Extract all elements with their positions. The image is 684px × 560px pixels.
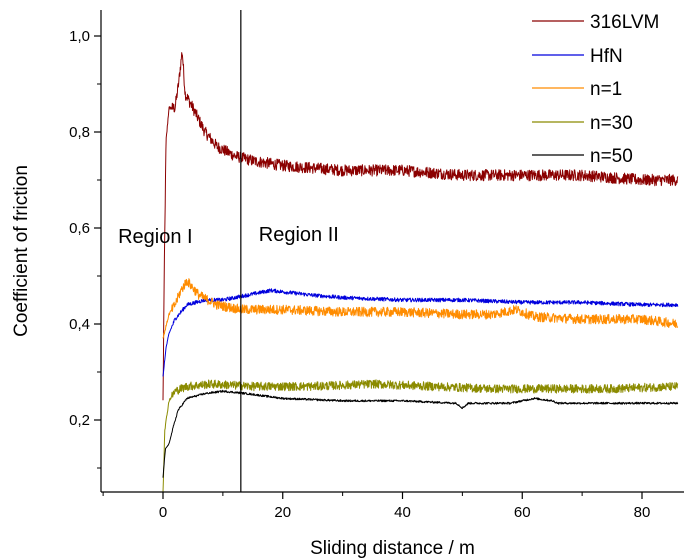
series-line-3 (162, 379, 679, 492)
legend-label: n=50 (590, 146, 633, 167)
region-2-label: Region II (259, 224, 339, 246)
x-tick-label: 40 (394, 504, 411, 521)
series-line-4 (162, 389, 679, 478)
series-layer (162, 52, 679, 492)
x-tick-label: 20 (274, 504, 291, 521)
x-tick-label: 80 (634, 504, 651, 521)
axes-layer (100, 10, 684, 493)
x-tick-label: 0 (159, 504, 167, 521)
series-line-1 (162, 288, 679, 377)
y-tick-label: 0,4 (69, 316, 90, 333)
x-axis-title: Sliding distance / m (310, 538, 475, 559)
ticks-layer: 0 20 40 60 80 0,2 0,4 0,6 0,8 1,0 (69, 28, 650, 521)
legend-label: n=30 (590, 113, 633, 134)
region-1-label: Region I (118, 226, 193, 248)
y-tick-label: 0,2 (69, 412, 90, 429)
y-axis-title: Coefficient of friction (11, 165, 32, 337)
legend-label: n=1 (590, 79, 622, 100)
y-tick-label: 0,6 (69, 220, 90, 237)
legend-label: 316LVM (590, 12, 659, 33)
y-tick-label: 1,0 (69, 28, 90, 45)
series-line-2 (162, 278, 679, 339)
legend: 316LVM HfN n=1 n=30 n=50 (532, 12, 659, 167)
y-tick-label: 0,8 (69, 124, 90, 141)
series-line-0 (162, 52, 679, 401)
legend-label: HfN (590, 46, 623, 67)
x-tick-label: 60 (514, 504, 531, 521)
